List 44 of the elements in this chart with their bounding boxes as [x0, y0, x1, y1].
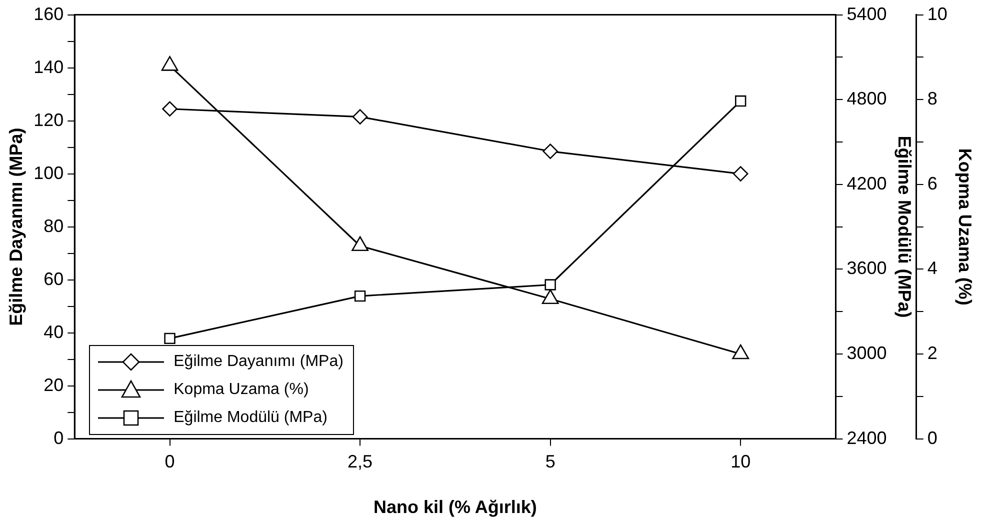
y-axis-title: Eğilme Dayanımı (MPa) — [6, 128, 26, 326]
point — [162, 101, 178, 117]
point — [164, 332, 176, 344]
y3-tick-label: 2 — [927, 342, 938, 363]
y-tick-label: 160 — [34, 4, 64, 24]
y-tick-label: 40 — [44, 322, 64, 342]
point — [732, 344, 750, 360]
point — [542, 144, 558, 159]
x-tick-label: 2,5 — [348, 452, 373, 472]
y-tick-label: 100 — [34, 162, 64, 183]
y-tick-label: 80 — [44, 216, 64, 236]
y2-tick-label: 5400 — [846, 4, 887, 24]
y3-tick-label: 10 — [927, 4, 948, 24]
y-tick-label: 60 — [44, 268, 64, 289]
y3-tick-label: 8 — [927, 88, 938, 109]
x-tick-label: 5 — [545, 452, 556, 472]
point — [544, 279, 556, 290]
point — [352, 236, 368, 252]
y2-axis-title: Eğilme Modülü (MPa) — [894, 136, 915, 318]
point — [732, 166, 748, 182]
x-tick-label: 0 — [164, 452, 175, 472]
point — [735, 95, 746, 107]
legend-label: Eğilme Dayanımı (MPa) — [174, 352, 344, 371]
y2-tick-label: 3000 — [846, 342, 887, 363]
y3-tick-label: 6 — [927, 173, 938, 194]
point — [542, 289, 559, 304]
point — [354, 290, 366, 302]
legend-label: Kopma Uzama (%) — [174, 380, 309, 399]
y2-tick-label: 4800 — [846, 88, 887, 109]
y2-tick-label: 4200 — [846, 173, 887, 194]
y-tick-label: 20 — [44, 374, 64, 395]
y-tick-label: 140 — [34, 56, 64, 77]
y3-axis-title: Kopma Uzama (%) — [955, 148, 976, 306]
y2-tick-label: 3600 — [846, 258, 887, 278]
point — [161, 56, 178, 71]
y3-tick-label: 4 — [927, 258, 938, 278]
legend-label: Eğilme Modülü (MPa) — [174, 408, 328, 427]
y-tick-label: 0 — [54, 428, 64, 448]
y2-tick-label: 2400 — [846, 428, 887, 448]
y3-tick-label: 0 — [927, 428, 938, 448]
x-axis-title: Nano kil (% Ağırlık) — [374, 497, 537, 518]
x-tick-label: 10 — [730, 452, 751, 472]
y-tick-label: 120 — [34, 110, 64, 130]
point — [352, 109, 368, 124]
